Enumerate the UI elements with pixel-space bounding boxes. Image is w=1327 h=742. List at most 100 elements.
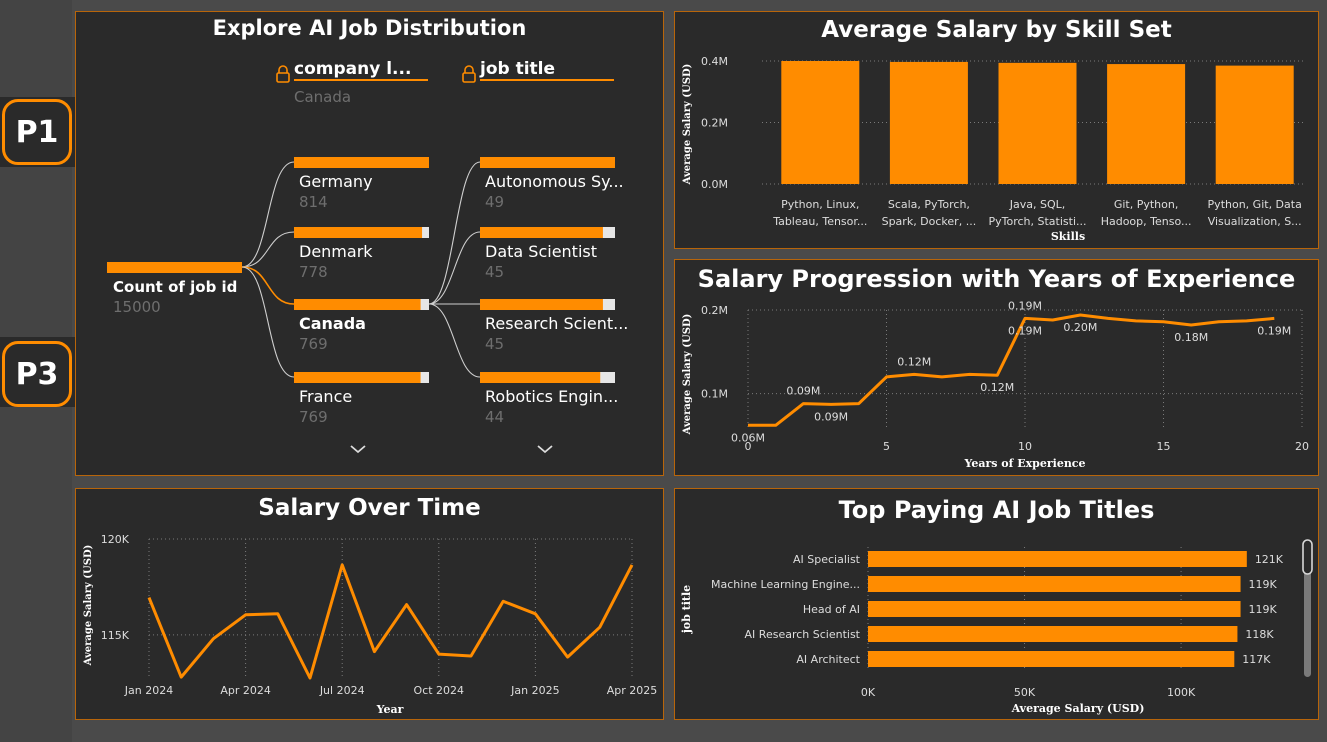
skill-bar[interactable] bbox=[889, 61, 968, 184]
node-label: Autonomous Sy... bbox=[485, 172, 624, 191]
x-tick-label: Apr 2025 bbox=[607, 684, 658, 697]
level2-node[interactable]: Robotics Engin... 44 bbox=[480, 372, 618, 426]
salary-over-time-panel: Salary Over Time 115K 120K Jan 2024 Apr 202… bbox=[75, 488, 664, 720]
y-tick-label: 115K bbox=[101, 629, 130, 642]
node-value: 45 bbox=[485, 335, 504, 353]
salary-over-time-title: Salary Over Time bbox=[258, 495, 481, 521]
scrollbar-thumb[interactable] bbox=[1302, 539, 1313, 575]
level1-selected-value: Canada bbox=[294, 88, 351, 106]
tree-link bbox=[241, 266, 295, 378]
node-value: 769 bbox=[299, 335, 328, 353]
x-tick-label: 100K bbox=[1167, 686, 1196, 699]
node-bar-fill bbox=[480, 299, 603, 310]
time-x-axis-label: Year bbox=[376, 703, 404, 716]
title-bar[interactable] bbox=[868, 551, 1247, 567]
skill-bar[interactable] bbox=[1215, 65, 1294, 184]
y-tick-label: 120K bbox=[101, 533, 130, 546]
level2-header[interactable]: job title bbox=[462, 59, 614, 83]
skill-bar[interactable] bbox=[1107, 64, 1186, 184]
skill-bar[interactable] bbox=[781, 61, 860, 184]
node-value: 769 bbox=[299, 408, 328, 426]
top-bars bbox=[868, 551, 1247, 667]
scrollbar-track[interactable] bbox=[1304, 543, 1311, 677]
level1-node[interactable]: Germany 814 bbox=[294, 157, 429, 211]
data-label: 0.19M bbox=[1257, 324, 1291, 337]
top-titles-chart[interactable]: 0K 50K 100K AI Specialist 121K Machine Learni… bbox=[675, 489, 1320, 721]
chevron-down-icon[interactable] bbox=[350, 445, 366, 454]
data-label: 0.19M bbox=[1008, 299, 1042, 312]
x-tick-label: Scala, PyTorch, bbox=[888, 198, 970, 211]
data-label: 0.12M bbox=[897, 355, 931, 368]
level2-header-label: job title bbox=[479, 59, 555, 79]
level1-header[interactable]: company l... Canada bbox=[276, 59, 428, 106]
title-bar[interactable] bbox=[868, 626, 1238, 642]
time-line bbox=[147, 563, 634, 680]
value-label: 119K bbox=[1249, 578, 1278, 591]
skill-salary-chart[interactable]: 0.0M 0.2M 0.4M Python, Linux, Tableau, Tenso… bbox=[675, 12, 1320, 250]
decomposition-tree-panel: Explore AI Job Distribution company l...… bbox=[75, 11, 664, 476]
root-bar bbox=[107, 262, 242, 273]
exp-ticks: 0.1M 0.2M 0 5 10 15 20 bbox=[701, 304, 1309, 453]
experience-salary-chart[interactable]: 0.1M0.2M0 5 10 15 20 0.06M0.09M0.09M0.12M0.1… bbox=[675, 260, 1320, 477]
experience-salary-title: Salary Progression with Years of Experie… bbox=[697, 265, 1296, 293]
level2-node[interactable]: Autonomous Sy... 49 bbox=[480, 157, 624, 211]
level1-node[interactable]: Denmark 778 bbox=[294, 227, 429, 281]
scrollbar[interactable] bbox=[1302, 539, 1313, 677]
value-label: 117K bbox=[1242, 653, 1271, 666]
decomposition-tree-svg[interactable]: company l... Canada job title Count of j… bbox=[76, 12, 665, 477]
salary-time-line[interactable] bbox=[147, 563, 634, 680]
x-tick-label: 0K bbox=[861, 686, 876, 699]
level1-header-label: company l... bbox=[294, 59, 411, 79]
page-p1-button[interactable]: P1 bbox=[2, 99, 72, 165]
level1-node[interactable]: Canada 769 bbox=[294, 299, 429, 353]
x-tick-label: Hadoop, Tenso... bbox=[1101, 215, 1192, 228]
node-bar-fill bbox=[294, 227, 423, 238]
level1-header-underline bbox=[294, 79, 428, 81]
x-tick-label: Tableau, Tensor... bbox=[772, 215, 867, 228]
top-grid bbox=[867, 547, 1182, 671]
skill-x-axis-label: Skills bbox=[1051, 230, 1085, 243]
node-label: Germany bbox=[299, 172, 373, 191]
title-bar[interactable] bbox=[868, 601, 1241, 617]
exp-data-labels: 0.06M 0.09M 0.09M 0.12M 0.12M 0.19M 0.19M 0.20M… bbox=[731, 299, 1291, 444]
node-bar-fill bbox=[294, 299, 421, 310]
x-tick-label: Oct 2024 bbox=[414, 684, 465, 697]
node-value: 778 bbox=[299, 263, 328, 281]
value-label: 118K bbox=[1245, 628, 1274, 641]
y-tick-label: 0.0M bbox=[701, 178, 728, 191]
tree-link bbox=[241, 266, 295, 305]
level2-node[interactable]: Research Scient... 45 bbox=[480, 299, 628, 353]
root-node[interactable]: Count of job id 15000 bbox=[107, 262, 242, 316]
node-label: France bbox=[299, 387, 352, 406]
data-label: 0.09M bbox=[814, 410, 848, 423]
x-tick-label: 15 bbox=[1157, 440, 1171, 453]
page-p3-button[interactable]: P3 bbox=[2, 341, 72, 407]
x-tick-label: 20 bbox=[1295, 440, 1309, 453]
skill-salary-title: Average Salary by Skill Set bbox=[821, 17, 1172, 43]
time-ticks: 115K 120K Jan 2024 Apr 2024 Jul 2024 Oct 2024… bbox=[101, 533, 657, 697]
node-label: Research Scient... bbox=[485, 314, 628, 333]
node-label: Canada bbox=[299, 314, 366, 333]
x-tick-label: Python, Linux, bbox=[781, 198, 859, 211]
exp-x-axis-label: Years of Experience bbox=[963, 457, 1085, 470]
chevron-down-icon[interactable] bbox=[537, 445, 553, 454]
data-label: 0.12M bbox=[980, 381, 1014, 394]
root-value: 15000 bbox=[113, 298, 161, 316]
value-label: 119K bbox=[1249, 603, 1278, 616]
skill-bar[interactable] bbox=[998, 62, 1077, 184]
title-bar[interactable] bbox=[868, 651, 1235, 667]
top-ticks: 0K 50K 100K AI Specialist 121K Machine Learni… bbox=[711, 553, 1284, 699]
node-value: 45 bbox=[485, 263, 504, 281]
level1-node[interactable]: France 769 bbox=[294, 372, 429, 426]
title-bar[interactable] bbox=[868, 576, 1241, 592]
top-y-axis-label: job title bbox=[680, 585, 693, 634]
node-label: Denmark bbox=[299, 242, 373, 261]
y-tick-label: 0.2M bbox=[701, 117, 728, 130]
experience-salary-line[interactable] bbox=[748, 313, 1275, 427]
skill-y-axis-label: Average Salary (USD) bbox=[682, 64, 693, 186]
salary-over-time-chart[interactable]: 115K 120K Jan 2024 Apr 2024 Jul 2024 Oct 2024… bbox=[76, 489, 665, 721]
level2-node[interactable]: Data Scientist 45 bbox=[480, 227, 615, 281]
y-tick-label: AI Specialist bbox=[793, 553, 861, 566]
x-tick-label: Apr 2024 bbox=[220, 684, 271, 697]
